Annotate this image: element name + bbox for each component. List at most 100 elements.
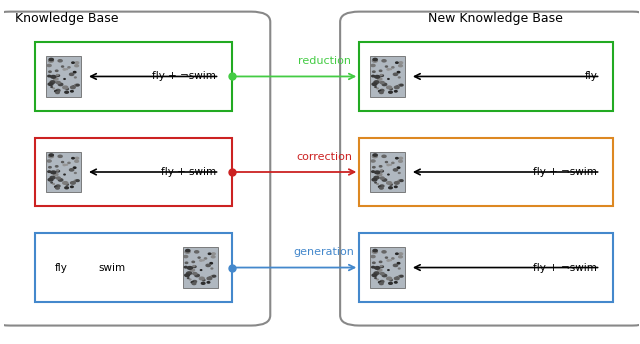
Circle shape — [56, 75, 60, 76]
Circle shape — [188, 267, 193, 269]
Circle shape — [388, 187, 392, 189]
Text: fly + ¬swim: fly + ¬swim — [534, 262, 597, 272]
Text: fly + ¬swim: fly + ¬swim — [152, 72, 216, 82]
Circle shape — [372, 274, 377, 277]
Circle shape — [54, 173, 58, 176]
Bar — [371, 56, 405, 97]
Circle shape — [75, 65, 79, 67]
Circle shape — [372, 75, 374, 77]
Circle shape — [387, 260, 390, 261]
Circle shape — [51, 75, 56, 78]
Circle shape — [385, 257, 387, 258]
Circle shape — [74, 167, 76, 169]
Circle shape — [381, 170, 383, 172]
Circle shape — [187, 272, 191, 275]
Circle shape — [68, 67, 70, 68]
Circle shape — [388, 174, 389, 175]
Circle shape — [202, 282, 205, 284]
Circle shape — [56, 177, 60, 179]
Circle shape — [388, 91, 392, 93]
Circle shape — [47, 64, 51, 66]
Circle shape — [56, 187, 60, 189]
Circle shape — [211, 276, 214, 277]
Circle shape — [394, 264, 397, 267]
Circle shape — [74, 180, 77, 182]
FancyBboxPatch shape — [340, 12, 640, 325]
Circle shape — [66, 184, 68, 185]
Circle shape — [380, 266, 382, 267]
Circle shape — [49, 60, 53, 62]
Circle shape — [207, 282, 210, 283]
Circle shape — [61, 162, 63, 163]
Circle shape — [378, 186, 381, 187]
Circle shape — [73, 182, 75, 183]
Bar — [371, 247, 405, 288]
Circle shape — [66, 88, 68, 90]
Circle shape — [185, 250, 190, 253]
Circle shape — [70, 186, 73, 187]
Circle shape — [204, 258, 207, 259]
Circle shape — [398, 77, 400, 78]
Text: fly: fly — [54, 262, 67, 272]
Circle shape — [56, 166, 58, 167]
Circle shape — [380, 187, 383, 189]
Circle shape — [74, 172, 76, 173]
Circle shape — [394, 86, 399, 89]
Circle shape — [56, 170, 60, 172]
Circle shape — [376, 172, 377, 173]
Circle shape — [70, 86, 76, 89]
Bar — [371, 151, 405, 193]
Circle shape — [387, 69, 390, 70]
Circle shape — [394, 282, 397, 283]
Circle shape — [185, 262, 188, 264]
Circle shape — [51, 182, 52, 183]
Circle shape — [387, 86, 392, 89]
Circle shape — [193, 266, 195, 267]
Circle shape — [390, 184, 392, 185]
Circle shape — [400, 275, 403, 277]
Circle shape — [58, 83, 63, 86]
Circle shape — [49, 71, 51, 72]
Circle shape — [378, 90, 381, 92]
Circle shape — [206, 264, 211, 267]
Circle shape — [371, 64, 375, 66]
Circle shape — [199, 277, 204, 280]
Circle shape — [392, 67, 394, 68]
Circle shape — [375, 278, 376, 279]
Circle shape — [372, 171, 374, 172]
Circle shape — [372, 266, 374, 268]
Circle shape — [397, 182, 399, 183]
Circle shape — [398, 268, 400, 269]
FancyBboxPatch shape — [35, 234, 232, 302]
Circle shape — [58, 179, 63, 181]
Circle shape — [47, 160, 51, 162]
Circle shape — [374, 272, 379, 275]
Circle shape — [54, 78, 58, 80]
Circle shape — [52, 76, 53, 77]
Circle shape — [63, 86, 68, 89]
Circle shape — [64, 174, 65, 175]
Circle shape — [376, 267, 377, 268]
Circle shape — [56, 70, 58, 72]
Circle shape — [188, 278, 189, 279]
Circle shape — [75, 160, 79, 162]
Circle shape — [190, 269, 195, 271]
Circle shape — [387, 182, 392, 184]
Circle shape — [400, 84, 403, 86]
Circle shape — [390, 164, 392, 165]
Circle shape — [192, 283, 196, 284]
Circle shape — [63, 182, 68, 184]
Circle shape — [66, 164, 68, 165]
Circle shape — [192, 261, 195, 262]
Circle shape — [73, 86, 75, 87]
Circle shape — [58, 60, 62, 62]
Circle shape — [207, 277, 212, 280]
Circle shape — [48, 75, 51, 77]
Circle shape — [399, 157, 403, 159]
Circle shape — [392, 258, 394, 259]
Circle shape — [65, 91, 68, 93]
Circle shape — [397, 277, 399, 278]
Circle shape — [56, 185, 60, 187]
Circle shape — [49, 58, 53, 61]
Text: reduction: reduction — [298, 56, 351, 66]
